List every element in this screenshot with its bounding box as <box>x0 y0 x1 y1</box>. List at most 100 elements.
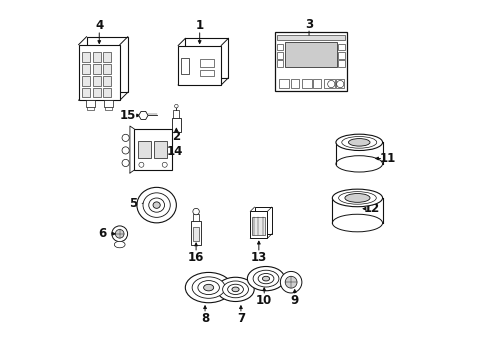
Circle shape <box>122 159 129 167</box>
FancyBboxPatch shape <box>178 45 221 85</box>
Bar <box>193 226 199 241</box>
Bar <box>92 64 101 74</box>
Circle shape <box>174 104 178 108</box>
Ellipse shape <box>258 274 273 284</box>
Bar <box>276 60 283 67</box>
Bar <box>301 80 311 88</box>
Circle shape <box>112 226 127 242</box>
Bar <box>338 52 344 59</box>
FancyBboxPatch shape <box>274 32 346 91</box>
Ellipse shape <box>114 241 125 248</box>
Text: 12: 12 <box>363 202 379 215</box>
Text: 11: 11 <box>379 152 395 165</box>
Bar <box>313 80 321 88</box>
FancyBboxPatch shape <box>134 129 171 170</box>
Text: 9: 9 <box>290 294 298 307</box>
Text: 10: 10 <box>256 294 272 307</box>
Bar <box>279 80 289 88</box>
Bar <box>103 100 112 107</box>
Bar <box>190 221 201 244</box>
Ellipse shape <box>335 156 382 172</box>
Bar <box>92 52 101 62</box>
Bar <box>103 87 111 97</box>
Ellipse shape <box>344 194 369 202</box>
Bar <box>82 52 90 62</box>
Bar <box>138 141 151 158</box>
Bar <box>290 80 298 88</box>
Ellipse shape <box>227 284 243 294</box>
Circle shape <box>122 147 129 154</box>
Ellipse shape <box>198 280 219 294</box>
Bar <box>276 52 283 59</box>
Text: 7: 7 <box>236 311 244 325</box>
Bar <box>199 69 214 76</box>
Text: 3: 3 <box>305 18 312 31</box>
Ellipse shape <box>253 270 278 287</box>
Bar <box>199 59 214 67</box>
Ellipse shape <box>185 273 231 303</box>
Text: 5: 5 <box>129 197 137 210</box>
Bar <box>338 44 344 50</box>
Bar <box>181 58 188 74</box>
Ellipse shape <box>262 276 269 281</box>
Text: 8: 8 <box>201 311 209 325</box>
Bar <box>324 80 334 88</box>
FancyBboxPatch shape <box>86 37 127 92</box>
Circle shape <box>280 271 301 293</box>
Bar <box>252 217 265 235</box>
Ellipse shape <box>247 266 284 291</box>
Bar <box>154 141 166 158</box>
Ellipse shape <box>222 281 248 298</box>
Bar <box>193 214 199 221</box>
Bar <box>338 60 344 67</box>
Ellipse shape <box>142 193 170 217</box>
Ellipse shape <box>332 214 382 232</box>
Bar <box>103 64 111 74</box>
FancyBboxPatch shape <box>185 39 228 78</box>
Bar <box>103 76 111 86</box>
Ellipse shape <box>137 187 176 223</box>
Bar <box>103 52 111 62</box>
Bar <box>285 42 336 67</box>
Circle shape <box>336 81 343 87</box>
Circle shape <box>162 162 167 167</box>
Text: 13: 13 <box>250 251 266 264</box>
Bar <box>92 87 101 97</box>
Ellipse shape <box>217 277 254 301</box>
Ellipse shape <box>332 189 382 207</box>
Bar <box>173 110 179 118</box>
Bar <box>85 100 95 107</box>
Ellipse shape <box>203 284 213 291</box>
FancyBboxPatch shape <box>254 207 271 234</box>
Circle shape <box>139 162 143 167</box>
Ellipse shape <box>348 139 369 146</box>
Circle shape <box>327 81 334 87</box>
Text: 2: 2 <box>172 130 180 144</box>
Ellipse shape <box>153 202 160 208</box>
Bar <box>172 118 180 132</box>
Text: 15: 15 <box>120 109 136 122</box>
Text: 16: 16 <box>187 251 204 264</box>
Bar <box>104 107 111 110</box>
Bar <box>276 44 283 50</box>
Bar <box>87 107 94 110</box>
Text: 6: 6 <box>99 227 107 240</box>
Text: 4: 4 <box>95 19 103 32</box>
Bar <box>82 87 90 97</box>
Ellipse shape <box>335 134 382 150</box>
Circle shape <box>122 134 129 141</box>
Bar <box>335 80 343 88</box>
Bar <box>82 76 90 86</box>
FancyBboxPatch shape <box>79 45 120 100</box>
Circle shape <box>285 276 296 288</box>
Ellipse shape <box>231 287 239 292</box>
Ellipse shape <box>192 277 224 298</box>
FancyBboxPatch shape <box>250 211 267 238</box>
Polygon shape <box>139 111 148 120</box>
Bar <box>92 76 101 86</box>
Circle shape <box>192 208 199 215</box>
Circle shape <box>115 229 124 238</box>
Bar <box>82 64 90 74</box>
Ellipse shape <box>148 198 164 212</box>
Bar <box>276 35 344 40</box>
